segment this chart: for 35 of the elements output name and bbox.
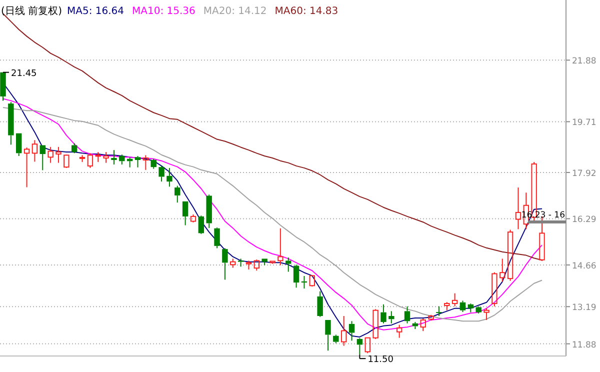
candlestick [142, 154, 149, 170]
candlestick [293, 264, 300, 288]
candlestick [436, 306, 442, 317]
text: (日线 前复权) [1, 5, 62, 17]
y-tick-label: 21.88 [572, 56, 596, 67]
candlestick [222, 248, 228, 280]
text: MA5: 16.64 [66, 6, 124, 17]
y-tick-label: 11.88 [572, 340, 596, 350]
candlestick [238, 258, 244, 268]
candlestick [286, 257, 292, 272]
y-tick-label: 14.66 [572, 261, 596, 272]
text: MA20: 14.12 [203, 6, 267, 17]
text: MA10: 15.36 [132, 6, 196, 17]
annotation: 21.45 [11, 68, 37, 79]
candlestick [388, 310, 394, 324]
text: MA60: 14.83 [274, 6, 338, 17]
candlestick [348, 320, 355, 342]
candlestick [515, 187, 522, 230]
candlestick [198, 215, 204, 235]
candlestick [380, 304, 386, 324]
annotation: 11.50 [368, 355, 394, 366]
candlestick [56, 146, 62, 164]
candlestick [8, 102, 14, 146]
y-tick-label: 17.92 [572, 168, 596, 179]
candlestick [230, 258, 236, 268]
candlestick [119, 154, 125, 166]
y-tick-label: 16.29 [572, 215, 596, 226]
candlestick [317, 290, 323, 318]
candlestick [452, 292, 458, 307]
y-tick-label: 19.71 [572, 118, 596, 128]
candlestick [404, 306, 410, 324]
y-tick-label: 13.19 [572, 303, 596, 314]
candlestick [111, 150, 117, 166]
candlestick [166, 167, 172, 188]
candlestick [468, 303, 474, 313]
